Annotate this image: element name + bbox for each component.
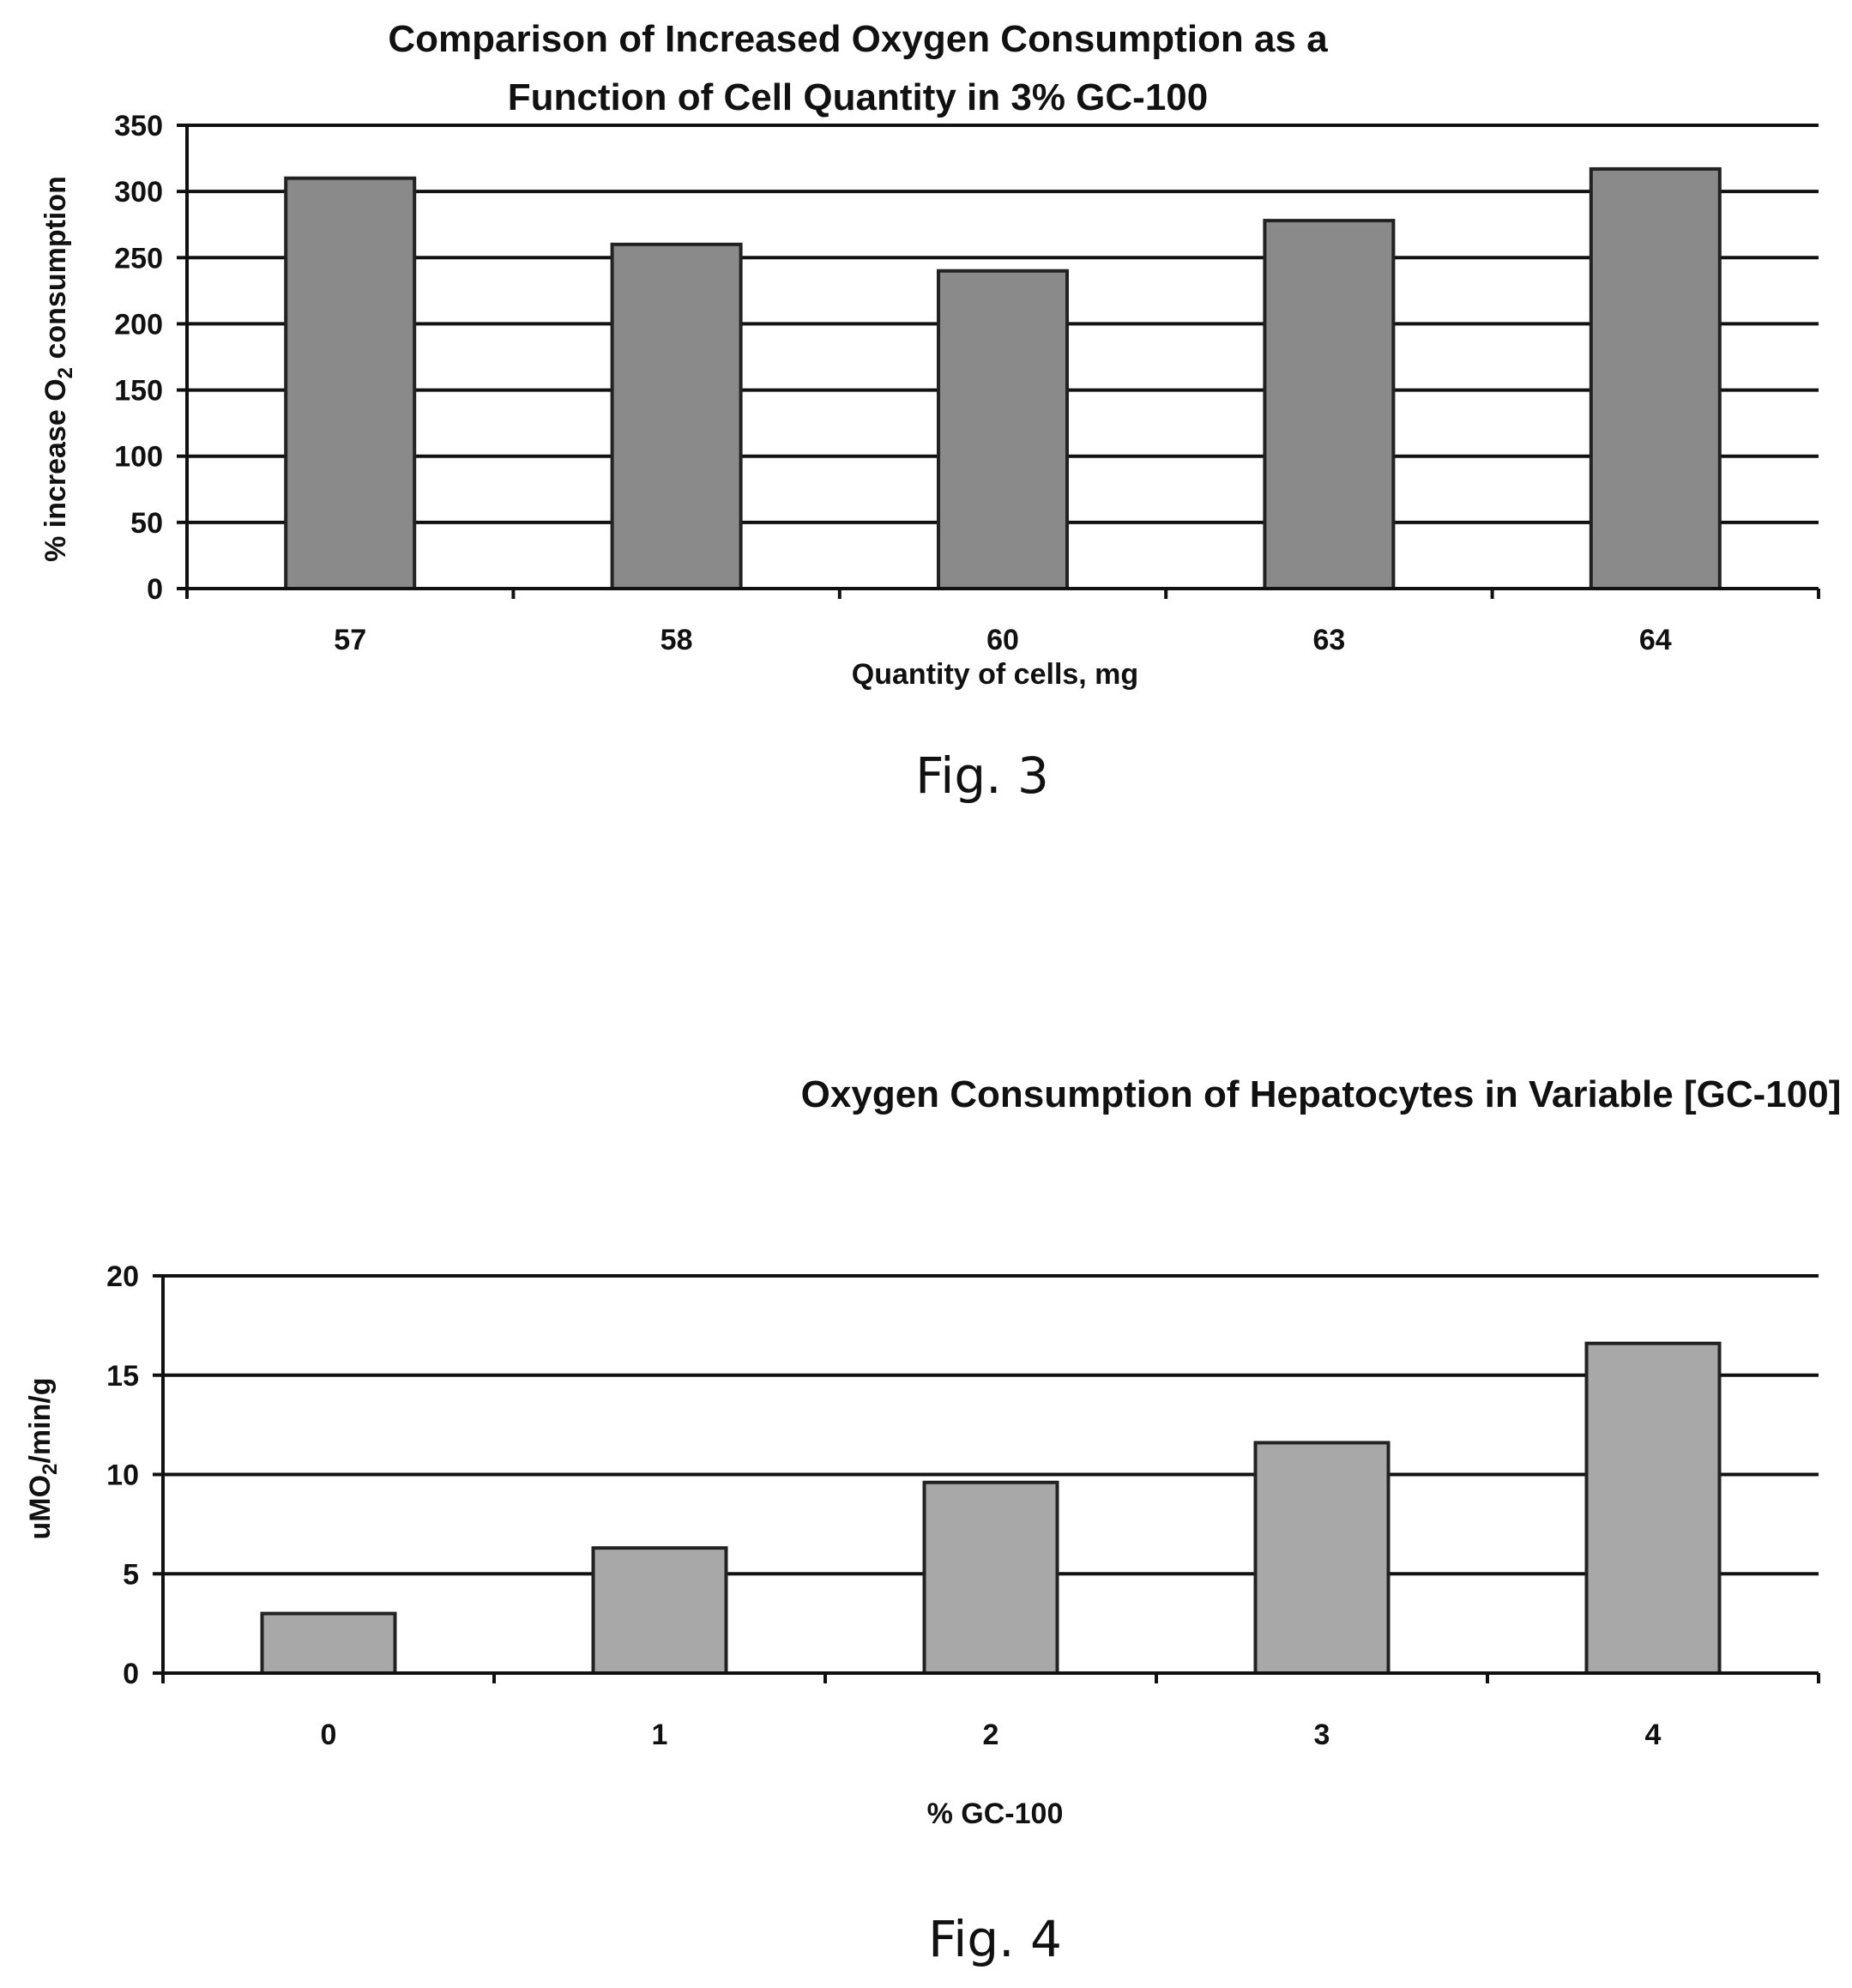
bar: [922, 1480, 1059, 1676]
y-axis-label-subscript: 2: [39, 1464, 62, 1475]
figure-caption: Fig. 3: [915, 746, 1049, 805]
x-tick-label: 58: [661, 624, 693, 656]
x-tick-label: 0: [321, 1719, 337, 1751]
y-tick-label: 300: [114, 176, 163, 208]
bar: [1589, 166, 1722, 591]
y-tick-label: 0: [147, 573, 163, 606]
x-tick-label: 1: [652, 1719, 668, 1751]
bar: [610, 242, 743, 590]
x-tick-label: 4: [1645, 1719, 1662, 1751]
chart-title-line-2: Function of Cell Quantity in 3% GC-100: [508, 76, 1209, 118]
x-tick-label: 63: [1312, 624, 1345, 656]
y-tick-label: 5: [123, 1558, 139, 1591]
y-tick-label: 200: [114, 308, 163, 341]
x-tick-label: 3: [1314, 1719, 1330, 1751]
y-axis-label: % increase O2 consumption: [39, 176, 77, 562]
bar: [1253, 1441, 1391, 1675]
x-tick-label: 57: [334, 624, 366, 656]
y-tick-label: 50: [130, 507, 163, 540]
figure-caption: Fig. 4: [928, 1910, 1062, 1968]
y-tick-label: 250: [114, 242, 163, 275]
x-tick-label: 60: [986, 624, 1019, 656]
bars: [284, 166, 1722, 591]
bar: [937, 269, 1069, 590]
y-axis-label-subscript: 2: [54, 367, 77, 378]
bar: [1263, 219, 1396, 590]
y-tick-label: 100: [114, 441, 163, 474]
bars: [260, 1341, 1722, 1676]
chart-fig4: Oxygen Consumption of Hepatocytes in Var…: [24, 1073, 1841, 1968]
y-axis-label-main: uMO: [24, 1475, 57, 1540]
y-tick-label: 15: [106, 1360, 139, 1393]
x-axis-label: Quantity of cells, mg: [852, 658, 1138, 691]
y-tick-labels: 0 50 100 150 200 250 300 350: [114, 110, 163, 606]
bar: [591, 1546, 728, 1676]
axes: [153, 1274, 1820, 1683]
x-tick-label: 64: [1639, 624, 1672, 656]
bar: [260, 1611, 397, 1676]
x-tick-label: 2: [983, 1719, 999, 1751]
y-axis-label: uMO2/min/g: [24, 1377, 62, 1539]
y-tick-label: 150: [114, 375, 163, 408]
x-tick-labels: 0 1 2 3 4: [321, 1719, 1662, 1751]
y-tick-label: 10: [106, 1459, 139, 1492]
chart-title-line-1: Comparison of Increased Oxygen Consumpti…: [388, 18, 1328, 60]
y-axis-label-rest: consumption: [39, 176, 72, 367]
axes: [177, 124, 1820, 599]
chart-title: Oxygen Consumption of Hepatocytes in Var…: [801, 1073, 1842, 1115]
y-tick-label: 20: [106, 1260, 139, 1293]
bar: [1584, 1341, 1722, 1675]
y-tick-labels: 0 5 10 15 20: [106, 1260, 139, 1690]
y-tick-label: 0: [123, 1658, 139, 1690]
y-axis-label-main: % increase O: [39, 378, 72, 562]
x-axis-label: % GC-100: [927, 1798, 1064, 1830]
chart-fig3: Comparison of Increased Oxygen Consumpti…: [39, 18, 1820, 805]
y-tick-label: 350: [114, 110, 163, 142]
bar: [284, 176, 417, 590]
y-axis-label-rest: /min/g: [24, 1377, 57, 1463]
x-tick-labels: 57 58 60 63 64: [334, 624, 1672, 656]
